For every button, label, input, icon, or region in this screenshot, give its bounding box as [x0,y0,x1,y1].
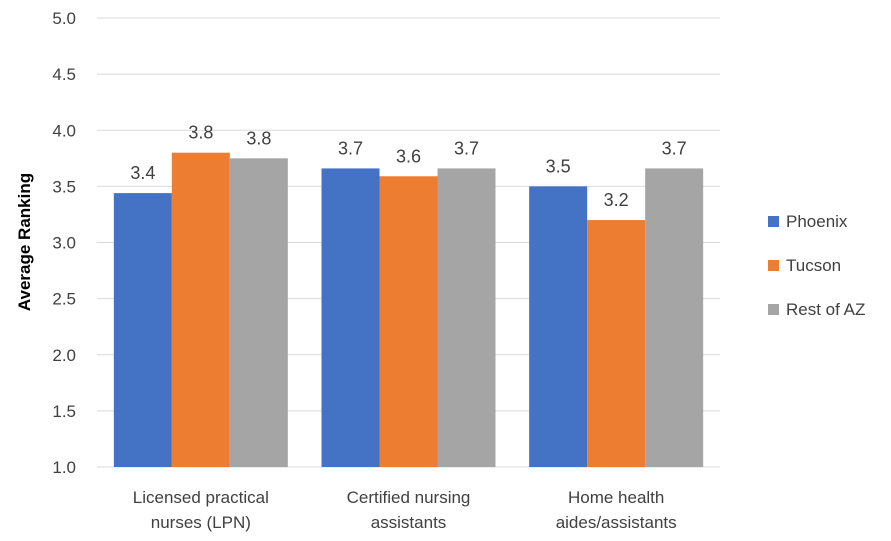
y-tick-label: 1.5 [52,402,76,421]
data-label: 3.4 [130,163,155,183]
y-axis-ticks: 1.0 1.5 2.0 2.5 3.0 3.5 4.0 4.5 5.0 [52,9,76,477]
x-category-label: Certified nursing [347,488,471,507]
y-tick-label: 3.0 [52,234,76,253]
data-labels: 3.4 3.8 3.8 3.7 3.6 3.7 3.5 3.2 3.7 [130,123,686,210]
bar-phoenix [529,186,588,467]
data-label: 3.7 [338,138,363,158]
y-tick-label: 4.0 [52,121,76,140]
x-category-label: assistants [371,513,447,532]
legend-label: Tucson [786,256,841,275]
x-category-label: nurses (LPN) [151,513,251,532]
bar-tucson [379,176,438,467]
data-label: 3.2 [604,190,629,210]
y-tick-label: 4.5 [52,65,76,84]
bar-phoenix [321,168,380,468]
bar-rest-of-az [229,158,288,467]
bar-phoenix [113,193,172,468]
legend-swatch [768,304,779,315]
y-tick-label: 2.5 [52,290,76,309]
x-axis-categories: Licensed practical nurses (LPN) Certified … [133,488,677,532]
legend-label: Phoenix [786,212,848,231]
data-label: 3.7 [454,138,479,158]
y-tick-label: 1.0 [52,458,76,477]
y-tick-label: 5.0 [52,9,76,28]
legend-label: Rest of AZ [786,300,865,319]
data-label: 3.6 [396,146,421,166]
y-axis-title: Average Ranking [15,173,34,311]
bar-rest-of-az [437,168,496,468]
legend-swatch [768,216,779,227]
legend: Phoenix Tucson Rest of AZ [768,212,865,319]
y-tick-label: 3.5 [52,177,76,196]
bar-tucson [587,220,646,467]
bars [113,152,704,468]
data-label: 3.5 [546,156,571,176]
x-category-label: Licensed practical [133,488,269,507]
y-tick-label: 2.0 [52,346,76,365]
data-label: 3.7 [662,138,687,158]
legend-swatch [768,260,779,271]
data-label: 3.8 [188,123,213,143]
data-label: 3.8 [246,128,271,148]
x-category-label: Home health [568,488,664,507]
x-category-label: aides/assistants [556,513,677,532]
bar-rest-of-az [645,168,704,468]
bar-tucson [171,152,230,467]
